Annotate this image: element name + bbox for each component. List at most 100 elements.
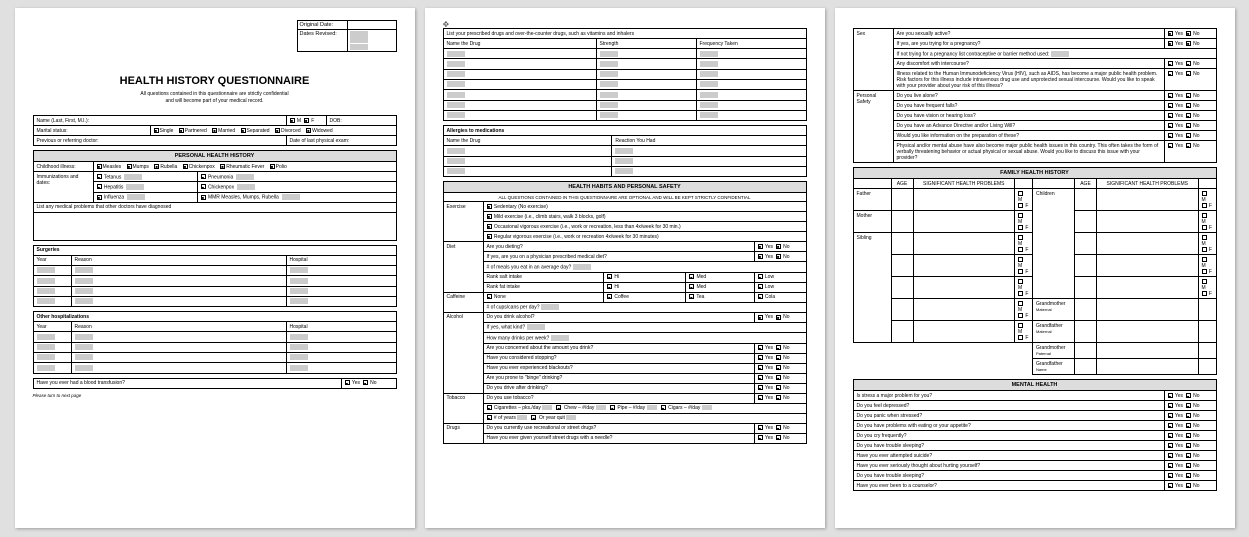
- safq6y[interactable]: [1168, 143, 1173, 148]
- chf4[interactable]: [1202, 269, 1207, 274]
- mq1y[interactable]: [1168, 403, 1173, 408]
- d2a[interactable]: [443, 59, 596, 69]
- aq7y[interactable]: [758, 375, 763, 380]
- immun-influenza[interactable]: Influenza: [93, 192, 197, 202]
- sex-q4-yn[interactable]: Yes No: [1164, 59, 1216, 69]
- d1a[interactable]: [443, 49, 596, 59]
- si-mf3[interactable]: M F: [1015, 277, 1033, 299]
- cb-chew[interactable]: [556, 405, 561, 410]
- mq2n[interactable]: [1186, 413, 1191, 418]
- cb-measles[interactable]: [97, 164, 102, 169]
- d1c[interactable]: [696, 49, 806, 59]
- s-yr4[interactable]: [33, 296, 71, 306]
- dq1n[interactable]: [776, 244, 781, 249]
- h-yr1[interactable]: [33, 332, 71, 342]
- sif2[interactable]: [1018, 269, 1023, 274]
- cb-widowed[interactable]: [306, 128, 311, 133]
- s-r4[interactable]: [71, 296, 286, 306]
- s-r3[interactable]: [71, 286, 286, 296]
- mq5-yn[interactable]: Yes No: [1164, 441, 1216, 451]
- fa-sig[interactable]: [913, 189, 1015, 211]
- d7c[interactable]: [696, 110, 806, 120]
- immun-tetanus[interactable]: Tetanus: [93, 172, 197, 182]
- ch-age3[interactable]: [1075, 233, 1097, 255]
- aq6y[interactable]: [758, 365, 763, 370]
- aq5n[interactable]: [776, 355, 781, 360]
- chf3[interactable]: [1202, 247, 1207, 252]
- cb-ex1[interactable]: [487, 214, 492, 219]
- cb-partnered[interactable]: [179, 128, 184, 133]
- original-date-val[interactable]: [348, 21, 396, 29]
- sq5n[interactable]: [1186, 71, 1191, 76]
- a3b[interactable]: [612, 166, 806, 176]
- alc-q5-yn[interactable]: Yes No: [754, 353, 806, 363]
- alc-q2[interactable]: If yes, what kind?: [483, 322, 806, 332]
- dq2n[interactable]: [776, 254, 781, 259]
- cb-pipe[interactable]: [610, 405, 615, 410]
- cb-separated[interactable]: [241, 128, 246, 133]
- cb-shi[interactable]: [607, 274, 612, 279]
- cb-cig[interactable]: [487, 405, 492, 410]
- cb-fhi[interactable]: [607, 284, 612, 289]
- mq8-yn[interactable]: Yes No: [1164, 471, 1216, 481]
- mq2-yn[interactable]: Yes No: [1164, 411, 1216, 421]
- drq1y[interactable]: [758, 425, 763, 430]
- chf5[interactable]: [1202, 291, 1207, 296]
- salt-hi[interactable]: Hi: [603, 272, 685, 282]
- saf-q5-yn[interactable]: Yes No: [1164, 131, 1216, 141]
- chm3[interactable]: [1202, 235, 1207, 240]
- caf-cola[interactable]: Cola: [754, 292, 806, 302]
- chm4[interactable]: [1202, 257, 1207, 262]
- cb-ex2[interactable]: [487, 224, 492, 229]
- m-checkbox[interactable]: [290, 118, 295, 123]
- d5a[interactable]: [443, 90, 596, 100]
- childhood-opts[interactable]: Measles Mumps Rubella Chickenpox Rheumat…: [93, 162, 396, 172]
- h-h3[interactable]: [286, 352, 396, 362]
- alc-q8-yn[interactable]: Yes No: [754, 383, 806, 393]
- h-r1[interactable]: [71, 332, 286, 342]
- diet-q3[interactable]: # of meals you eat in an average day?: [483, 262, 806, 272]
- cb-chickenpox[interactable]: [183, 164, 188, 169]
- mq6y[interactable]: [1168, 453, 1173, 458]
- mq8y[interactable]: [1168, 473, 1173, 478]
- name-cell[interactable]: Name (Last, First, M.I.):: [33, 116, 286, 126]
- sif4[interactable]: [1018, 313, 1023, 318]
- cb-cnone[interactable]: [487, 294, 492, 299]
- s-r2[interactable]: [71, 276, 286, 286]
- mo-age[interactable]: [891, 211, 913, 233]
- cb-divorced[interactable]: [275, 128, 280, 133]
- mq5n[interactable]: [1186, 443, 1191, 448]
- cb-ex3[interactable]: [487, 234, 492, 239]
- saf-q3-yn[interactable]: Yes No: [1164, 111, 1216, 121]
- saf-q2-yn[interactable]: Yes No: [1164, 101, 1216, 111]
- sq1y[interactable]: [1168, 31, 1173, 36]
- aq1n[interactable]: [776, 315, 781, 320]
- cb-mumps[interactable]: [127, 164, 132, 169]
- fat-med[interactable]: Med: [686, 282, 754, 292]
- h-yr3[interactable]: [33, 352, 71, 362]
- si-sig1[interactable]: [913, 233, 1015, 255]
- d7b[interactable]: [596, 110, 696, 120]
- chm2[interactable]: [1202, 213, 1207, 218]
- any-medical-area[interactable]: [33, 212, 396, 240]
- si-age4[interactable]: [891, 299, 913, 321]
- s-h2[interactable]: [286, 276, 396, 286]
- sex-q5-yn[interactable]: Yes No: [1164, 69, 1216, 91]
- mq0-yn[interactable]: Yes No: [1164, 391, 1216, 401]
- dob-cell[interactable]: DOB:: [326, 116, 396, 126]
- sif5[interactable]: [1018, 335, 1023, 340]
- chm5[interactable]: [1202, 279, 1207, 284]
- s-yr1[interactable]: [33, 265, 71, 275]
- d5b[interactable]: [596, 90, 696, 100]
- mq4y[interactable]: [1168, 433, 1173, 438]
- d4b[interactable]: [596, 79, 696, 89]
- dq1y[interactable]: [758, 244, 763, 249]
- a2b[interactable]: [612, 156, 806, 166]
- dates-revised-val[interactable]: [348, 30, 396, 51]
- mq0y[interactable]: [1168, 393, 1173, 398]
- bt-yes[interactable]: [345, 380, 350, 385]
- d7a[interactable]: [443, 110, 596, 120]
- alc-q4-yn[interactable]: Yes No: [754, 343, 806, 353]
- cb-fmed[interactable]: [689, 284, 694, 289]
- safq2n[interactable]: [1186, 103, 1191, 108]
